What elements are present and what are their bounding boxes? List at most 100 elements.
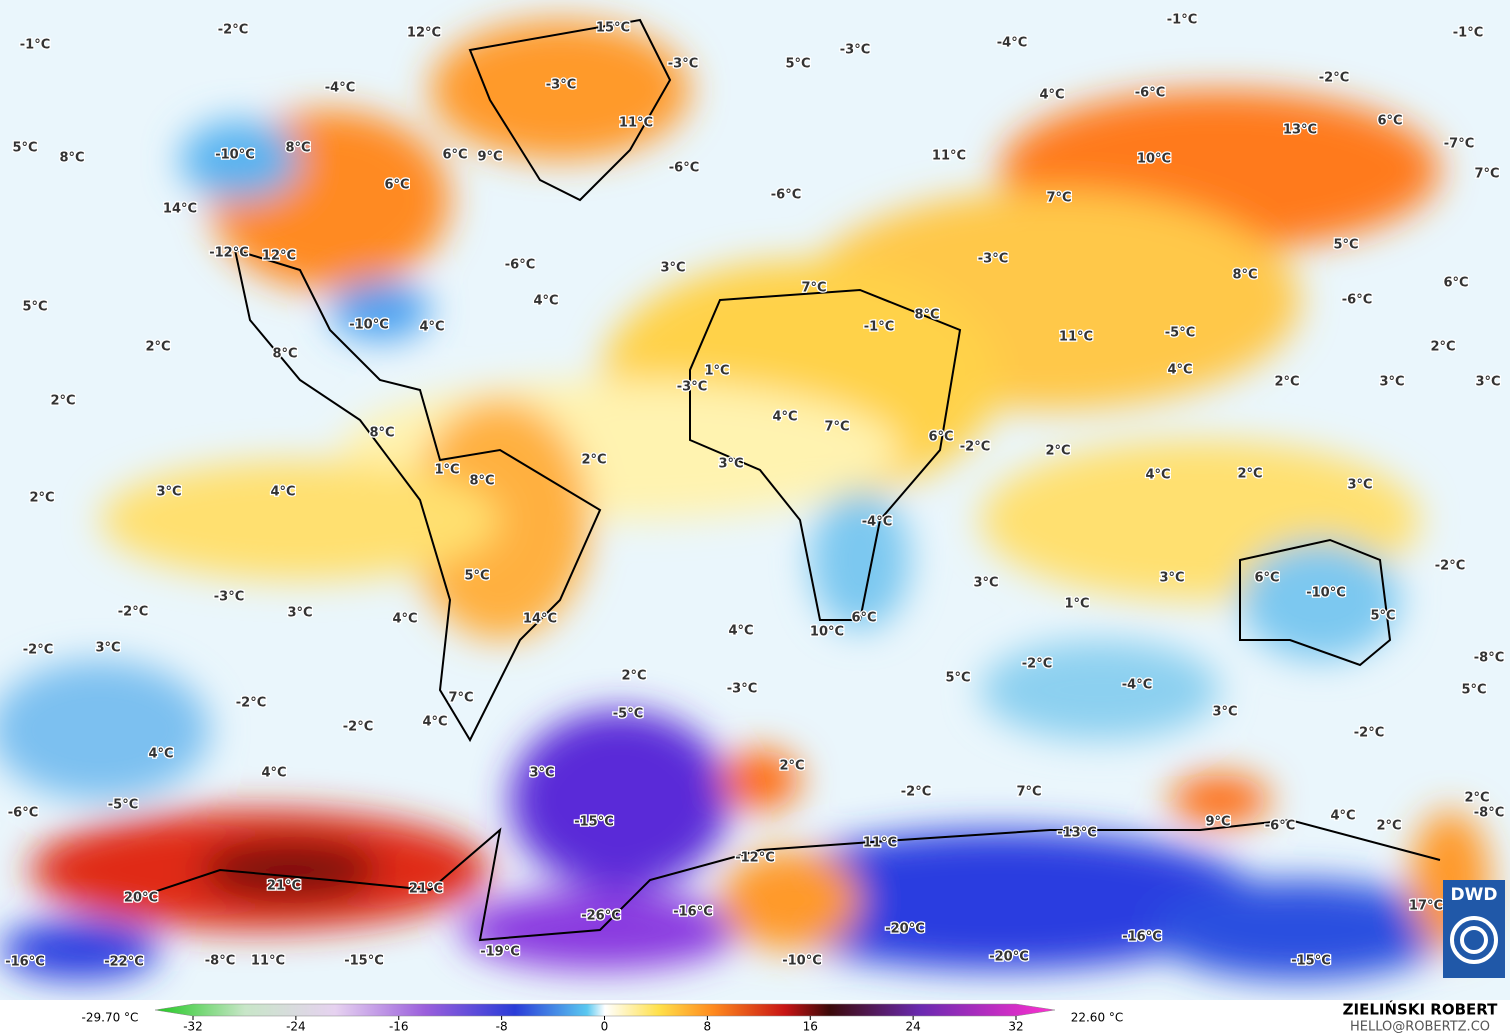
temperature-label: 7°C bbox=[1474, 167, 1499, 182]
temperature-label: -4°C bbox=[997, 36, 1027, 51]
temperature-label: -3°C bbox=[668, 57, 698, 72]
temperature-label: -3°C bbox=[677, 380, 707, 395]
temperature-label: -2°C bbox=[236, 696, 266, 711]
temperature-label: -2°C bbox=[343, 720, 373, 735]
temperature-label: 11°C bbox=[1059, 330, 1093, 345]
temperature-label: -6°C bbox=[771, 188, 801, 203]
temperature-label: -16°C bbox=[673, 905, 713, 920]
temperature-label: -22°C bbox=[104, 955, 144, 970]
temperature-label: -8°C bbox=[1474, 651, 1504, 666]
temperature-label: 5°C bbox=[1461, 683, 1486, 698]
temperature-label: 3°C bbox=[718, 457, 743, 472]
temperature-label: 5°C bbox=[464, 569, 489, 584]
temperature-label: -6°C bbox=[669, 161, 699, 176]
temperature-label: 4°C bbox=[1330, 809, 1355, 824]
temperature-label: -6°C bbox=[1265, 819, 1295, 834]
temperature-label: 6°C bbox=[442, 148, 467, 163]
temperature-label: 14°C bbox=[163, 202, 197, 217]
temperature-label: 3°C bbox=[287, 606, 312, 621]
temperature-label: 8°C bbox=[272, 347, 297, 362]
temperature-labels: -1°C -2°C 12°C 15°C -1°C -1°C -4°C -3°C -3°C 5°C -… bbox=[4, 11, 1506, 971]
temperature-label: 4°C bbox=[270, 485, 295, 500]
temperature-label: 2°C bbox=[29, 491, 54, 506]
temperature-label: -10°C bbox=[782, 954, 822, 969]
temperature-label: 3°C bbox=[1347, 478, 1372, 493]
temperature-label: 8°C bbox=[285, 141, 310, 156]
colorbar-tick-label: -32 bbox=[183, 1020, 203, 1034]
temperature-label: 3°C bbox=[1379, 375, 1404, 390]
legend-min: -29.70 °C bbox=[82, 1011, 139, 1025]
temperature-label: 6°C bbox=[1377, 114, 1402, 129]
temperature-label: 5°C bbox=[945, 671, 970, 686]
temperature-label: 11°C bbox=[863, 836, 897, 851]
temperature-label: -1°C bbox=[1453, 26, 1483, 41]
temperature-label: -6°C bbox=[8, 806, 38, 821]
temperature-label: -3°C bbox=[214, 590, 244, 605]
temperature-label: -2°C bbox=[1319, 71, 1349, 86]
temperature-label: 4°C bbox=[148, 747, 173, 762]
temperature-label: 6°C bbox=[851, 611, 876, 626]
colorbar-tick-label: 8 bbox=[704, 1020, 712, 1034]
colorbar bbox=[154, 1003, 1056, 1017]
temperature-label: -15°C bbox=[1291, 954, 1331, 969]
temperature-label: -8°C bbox=[1474, 806, 1504, 821]
temperature-label: -15°C bbox=[344, 954, 384, 969]
temperature-label: 6°C bbox=[1254, 571, 1279, 586]
temperature-label: 17°C bbox=[1409, 899, 1443, 914]
temperature-label: -8°C bbox=[205, 954, 235, 969]
temperature-label: 2°C bbox=[621, 669, 646, 684]
dwd-logo: DWD bbox=[1443, 880, 1505, 978]
temperature-label: 2°C bbox=[581, 453, 606, 468]
temperature-label: -2°C bbox=[1022, 657, 1052, 672]
temperature-label: 4°C bbox=[392, 612, 417, 627]
legend: -29.70 °C 22.60 °C ZIELIŃSKI ROBERT HELL… bbox=[0, 1000, 1510, 1035]
temperature-label: -4°C bbox=[1122, 678, 1152, 693]
temperature-label: 8°C bbox=[1232, 268, 1257, 283]
temperature-label: -2°C bbox=[1435, 559, 1465, 574]
temperature-label: 7°C bbox=[801, 281, 826, 296]
temperature-label: -10°C bbox=[349, 318, 389, 333]
temperature-label: 2°C bbox=[145, 340, 170, 355]
temperature-label: 2°C bbox=[1274, 375, 1299, 390]
temperature-label: 3°C bbox=[529, 766, 554, 781]
temperature-label: 3°C bbox=[1212, 705, 1237, 720]
temperature-label: -1°C bbox=[20, 38, 50, 53]
temperature-label: 4°C bbox=[1167, 363, 1192, 378]
temperature-label: -3°C bbox=[546, 78, 576, 93]
colorbar-tick-label: 0 bbox=[601, 1020, 609, 1034]
temperature-label: 4°C bbox=[419, 320, 444, 335]
temperature-label: -20°C bbox=[885, 922, 925, 937]
colorbar-tick-label: -8 bbox=[496, 1020, 508, 1034]
temperature-label: 4°C bbox=[422, 715, 447, 730]
colorbar-tick-label: 24 bbox=[905, 1020, 920, 1034]
temperature-label: -3°C bbox=[978, 252, 1008, 267]
temperature-label: 4°C bbox=[1145, 468, 1170, 483]
temperature-label: -3°C bbox=[840, 43, 870, 58]
temperature-label: 2°C bbox=[1045, 444, 1070, 459]
temperature-label: 3°C bbox=[156, 485, 181, 500]
temperature-label: -10°C bbox=[215, 148, 255, 163]
temperature-label: 7°C bbox=[1016, 785, 1041, 800]
temperature-label: 20°C bbox=[124, 891, 158, 906]
temperature-label: 2°C bbox=[1376, 819, 1401, 834]
temperature-label: -10°C bbox=[1306, 586, 1346, 601]
temperature-label: 12°C bbox=[262, 249, 296, 264]
temperature-label: 1°C bbox=[434, 463, 459, 478]
temperature-label: -16°C bbox=[5, 955, 45, 970]
contact: HELLO@ROBERTZ.CO bbox=[1350, 1020, 1490, 1035]
temperature-label: -13°C bbox=[1057, 826, 1097, 841]
temperature-label: 8°C bbox=[369, 426, 394, 441]
temperature-label: 3°C bbox=[1475, 375, 1500, 390]
temperature-label: 9°C bbox=[1205, 815, 1230, 830]
temperature-label: 4°C bbox=[1039, 88, 1064, 103]
legend-max: 22.60 °C bbox=[1071, 1011, 1124, 1025]
temperature-label: 3°C bbox=[660, 261, 685, 276]
temperature-label: 7°C bbox=[1046, 191, 1071, 206]
temperature-label: -7°C bbox=[1444, 137, 1474, 152]
temperature-label: 2°C bbox=[1237, 467, 1262, 482]
colorbar-tick-label: 32 bbox=[1008, 1020, 1023, 1034]
map-background bbox=[0, 0, 1510, 1000]
temperature-label: 8°C bbox=[914, 308, 939, 323]
temperature-label: -2°C bbox=[901, 785, 931, 800]
